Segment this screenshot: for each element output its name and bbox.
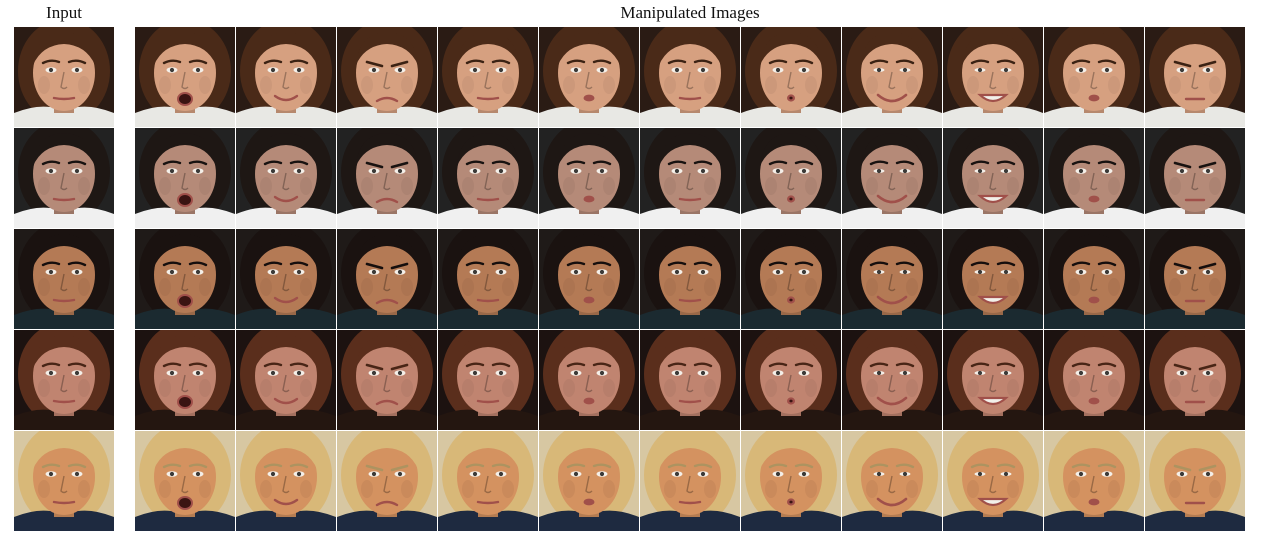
manipulated-image-woman-with-bun-teeth-grin: [943, 229, 1043, 329]
manipulated-image-young-man-frown: [337, 27, 437, 127]
manipulated-image-red-haired-woman-slight-pout: [539, 330, 639, 430]
manipulated-image-woman-with-bun-neutral: [438, 229, 538, 329]
manipulated-image-woman-with-bun-frown: [337, 229, 437, 329]
manipulated-row-red-haired-woman: [135, 330, 1245, 430]
input-row-woman-with-bun: [14, 229, 114, 329]
manipulated-image-woman-with-bun-slight-pout: [539, 229, 639, 329]
manipulated-image-woman-with-bun-pout: [1044, 229, 1144, 329]
manipulated-image-older-man-neutral: [438, 431, 538, 531]
manipulated-image-older-man-neutral: [640, 431, 740, 531]
manipulated-row-dark-haired-woman: [135, 128, 1245, 228]
manipulated-image-young-man-pout: [1044, 27, 1144, 127]
manipulated-image-young-man-pucker: [741, 27, 841, 127]
manipulated-image-dark-haired-woman-neutral: [438, 128, 538, 228]
manipulated-image-young-man-teeth-grin: [943, 27, 1043, 127]
input-image-young-man: [14, 27, 114, 127]
manipulated-image-young-man-furrowed-brow: [1145, 27, 1245, 127]
manipulated-image-young-man-smile: [236, 27, 336, 127]
manipulated-image-older-man-open-mouth: [135, 431, 235, 531]
manipulated-image-woman-with-bun-pucker: [741, 229, 841, 329]
manipulated-image-young-man-slight-pout: [539, 27, 639, 127]
manipulated-image-red-haired-woman-wide-smile: [842, 330, 942, 430]
manipulated-image-older-man-smile: [236, 431, 336, 531]
manipulated-image-dark-haired-woman-pout: [1044, 128, 1144, 228]
input-heading: Input: [46, 3, 82, 22]
input-row-red-haired-woman: [14, 330, 114, 430]
manipulated-image-older-man-slight-pout: [539, 431, 639, 531]
manipulated-images-grid: [135, 27, 1245, 532]
manipulated-image-young-man-wide-smile: [842, 27, 942, 127]
manipulated-image-red-haired-woman-furrowed-brow: [1145, 330, 1245, 430]
manipulated-image-red-haired-woman-neutral: [438, 330, 538, 430]
manipulated-image-red-haired-woman-frown: [337, 330, 437, 430]
input-row-dark-haired-woman: [14, 128, 114, 228]
manipulated-row-woman-with-bun: [135, 229, 1245, 329]
manipulated-image-young-man-neutral: [438, 27, 538, 127]
manipulated-image-dark-haired-woman-teeth-grin: [943, 128, 1043, 228]
manipulated-image-dark-haired-woman-furrowed-brow: [1145, 128, 1245, 228]
manipulated-image-dark-haired-woman-smile: [236, 128, 336, 228]
input-row-older-man: [14, 431, 114, 531]
manipulated-image-dark-haired-woman-open-mouth: [135, 128, 235, 228]
manipulated-image-young-man-neutral: [640, 27, 740, 127]
manipulated-image-red-haired-woman-neutral: [640, 330, 740, 430]
manipulated-image-woman-with-bun-open-mouth: [135, 229, 235, 329]
manipulated-image-dark-haired-woman-pucker: [741, 128, 841, 228]
input-image-red-haired-woman: [14, 330, 114, 430]
manipulated-image-older-man-pout: [1044, 431, 1144, 531]
input-column: [14, 27, 114, 532]
input-image-woman-with-bun: [14, 229, 114, 329]
manipulated-image-red-haired-woman-pout: [1044, 330, 1144, 430]
manipulated-image-red-haired-woman-open-mouth: [135, 330, 235, 430]
manipulated-image-older-man-furrowed-brow: [1145, 431, 1245, 531]
manipulated-image-red-haired-woman-pucker: [741, 330, 841, 430]
manipulated-image-woman-with-bun-wide-smile: [842, 229, 942, 329]
manipulated-row-young-man: [135, 27, 1245, 127]
manipulated-row-older-man: [135, 431, 1245, 531]
manipulated-image-woman-with-bun-furrowed-brow: [1145, 229, 1245, 329]
manipulated-image-older-man-pucker: [741, 431, 841, 531]
manipulated-images-heading: Manipulated Images: [620, 3, 760, 22]
manipulated-image-dark-haired-woman-frown: [337, 128, 437, 228]
manipulated-image-older-man-wide-smile: [842, 431, 942, 531]
manipulated-image-older-man-teeth-grin: [943, 431, 1043, 531]
input-image-dark-haired-woman: [14, 128, 114, 228]
manipulated-image-older-man-frown: [337, 431, 437, 531]
manipulated-image-dark-haired-woman-slight-pout: [539, 128, 639, 228]
input-image-older-man: [14, 431, 114, 531]
manipulated-image-dark-haired-woman-wide-smile: [842, 128, 942, 228]
manipulated-image-woman-with-bun-neutral: [640, 229, 740, 329]
manipulated-image-young-man-open-mouth: [135, 27, 235, 127]
manipulated-image-woman-with-bun-smile: [236, 229, 336, 329]
manipulated-image-red-haired-woman-teeth-grin: [943, 330, 1043, 430]
manipulated-image-dark-haired-woman-neutral: [640, 128, 740, 228]
input-row-young-man: [14, 27, 114, 127]
manipulated-image-red-haired-woman-smile: [236, 330, 336, 430]
